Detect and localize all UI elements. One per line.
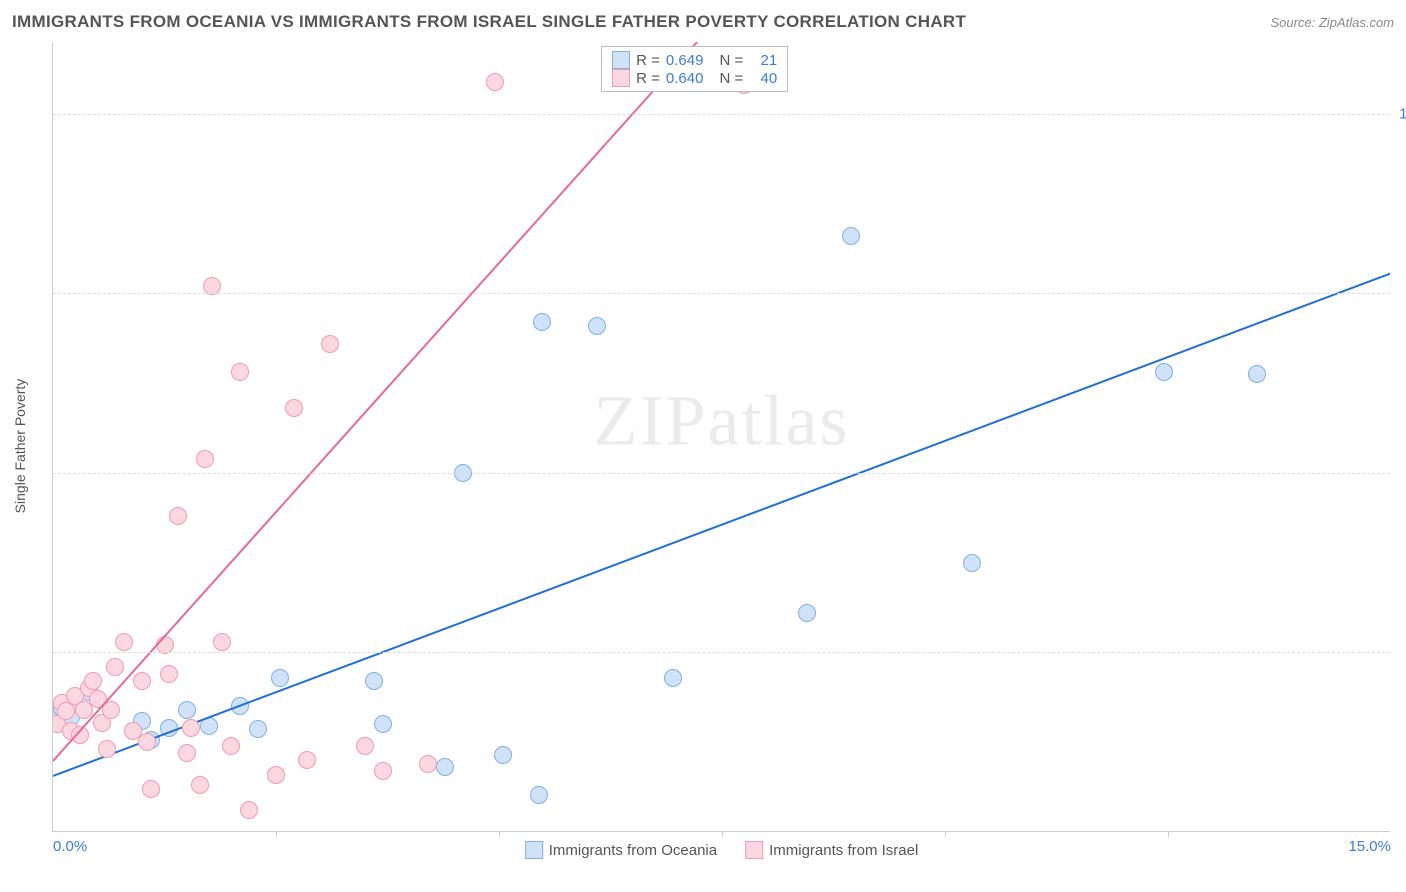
data-point [486,73,504,91]
y-axis-label: Single Father Poverty [12,379,28,514]
x-minor-tick [499,831,500,837]
gridline-h [53,114,1390,115]
gridline-h [53,293,1390,294]
data-point [138,733,156,751]
data-point [213,633,231,651]
data-point [98,740,116,758]
data-point [321,335,339,353]
data-point [533,313,551,331]
x-minor-tick [1168,831,1169,837]
data-point [249,720,267,738]
legend-r-label: R = [636,70,660,87]
legend-n-label: N = [719,52,743,69]
data-point [285,399,303,417]
data-point [84,672,102,690]
x-minor-tick [722,831,723,837]
legend-swatch [612,51,630,69]
series-legend: Immigrants from Oceania Immigrants from I… [525,841,919,859]
scatter-plot-area: ZIPatlas 25.0%50.0%75.0%100.0%0.0%15.0%R… [52,42,1390,832]
data-point [1155,363,1173,381]
data-point [298,751,316,769]
data-point [133,672,151,690]
data-point [178,744,196,762]
legend-row: R = 0.649 N = 21 [612,51,777,69]
data-point [798,604,816,622]
data-point [374,762,392,780]
legend-label: Immigrants from Israel [769,842,918,859]
data-point [494,746,512,764]
legend-r-label: R = [636,52,660,69]
data-point [356,737,374,755]
data-point [963,554,981,572]
y-tick-label: 75.0% [1395,285,1406,302]
legend-n-value: 21 [749,52,777,69]
gridline-h [53,652,1390,653]
legend-swatch [612,69,630,87]
data-point [169,507,187,525]
legend-r-value: 0.649 [666,52,704,69]
data-point [178,701,196,719]
legend-swatch [525,841,543,859]
data-point [182,719,200,737]
clip-layer [53,42,1390,831]
data-point [142,780,160,798]
legend-item: Immigrants from Israel [745,841,918,859]
data-point [57,702,75,720]
data-point [191,776,209,794]
trend-line [53,272,1390,777]
data-point [160,665,178,683]
data-point [664,669,682,687]
data-point [240,801,258,819]
correlation-legend: R = 0.649 N = 21 R = 0.640 N = 40 [601,46,788,92]
legend-row: R = 0.640 N = 40 [612,69,777,87]
data-point [271,669,289,687]
x-tick-label: 0.0% [53,838,87,855]
data-point [374,715,392,733]
data-point [222,737,240,755]
data-point [419,755,437,773]
x-tick-label: 15.0% [1348,838,1391,855]
legend-r-value: 0.640 [666,70,704,87]
chart-title: IMMIGRANTS FROM OCEANIA VS IMMIGRANTS FR… [12,12,966,32]
legend-label: Immigrants from Oceania [549,842,717,859]
legend-swatch [745,841,763,859]
data-point [106,658,124,676]
y-tick-label: 50.0% [1395,464,1406,481]
y-tick-label: 100.0% [1395,105,1406,122]
source-label: Source: ZipAtlas.com [1270,15,1394,30]
legend-n-value: 40 [749,70,777,87]
x-minor-tick [276,831,277,837]
data-point [436,758,454,776]
data-point [267,766,285,784]
data-point [530,786,548,804]
y-tick-label: 25.0% [1395,644,1406,661]
data-point [231,363,249,381]
legend-n-label: N = [719,70,743,87]
x-minor-tick [945,831,946,837]
data-point [1248,365,1266,383]
data-point [588,317,606,335]
trend-line [53,42,1390,762]
legend-item: Immigrants from Oceania [525,841,717,859]
data-point [842,227,860,245]
data-point [196,450,214,468]
data-point [365,672,383,690]
gridline-h [53,473,1390,474]
data-point [115,633,133,651]
